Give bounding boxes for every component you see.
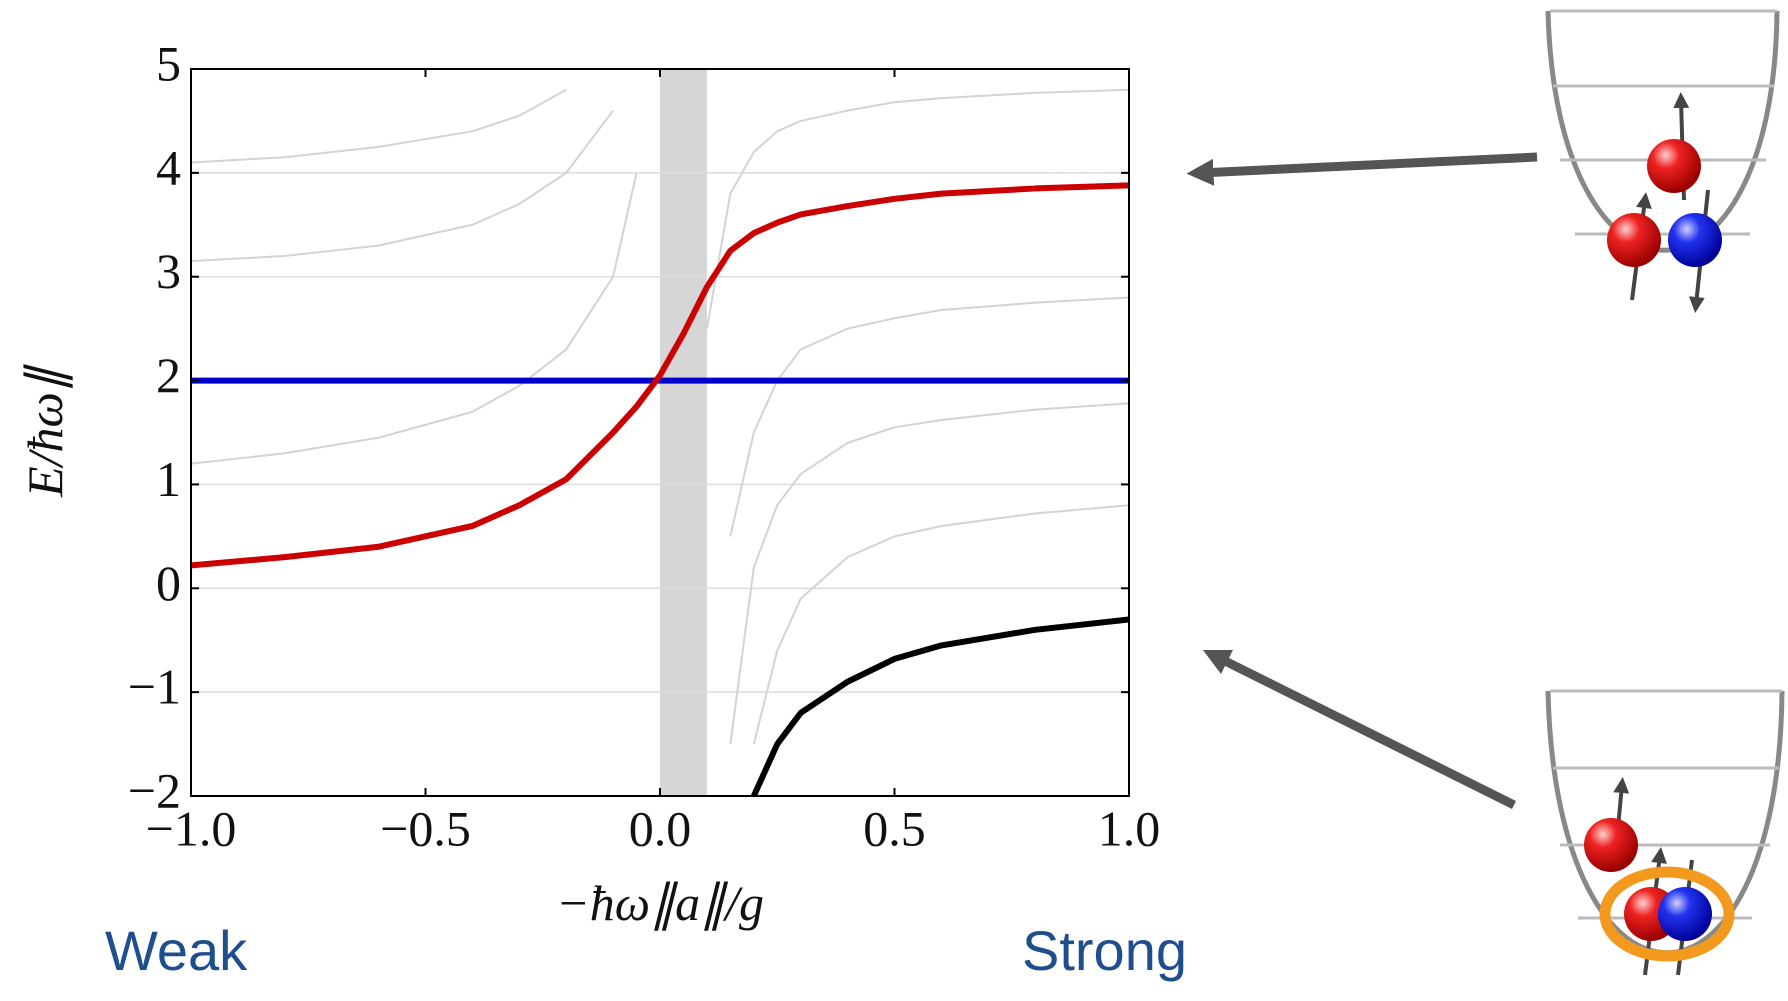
series-line <box>729 296 1129 537</box>
series-line <box>191 182 1129 569</box>
x-tick-label: 1.0 <box>1098 800 1161 856</box>
y-tick-label: 4 <box>156 139 181 195</box>
trap-diagram <box>1545 9 1780 313</box>
y-tick-label: −2 <box>128 762 181 818</box>
x-tick-label: 0.0 <box>629 800 692 856</box>
y-tick-label: 0 <box>156 555 181 611</box>
annotation: Strong <box>1022 919 1187 982</box>
series-line <box>751 616 1129 796</box>
series-line <box>705 88 1129 329</box>
series-line <box>752 504 1129 745</box>
trap-diagram <box>1545 689 1785 976</box>
shaded-region <box>660 69 707 796</box>
plot <box>191 68 1129 797</box>
x-tick-label: −0.5 <box>380 800 471 856</box>
pointer-arrow <box>1186 152 1538 186</box>
series-line <box>729 402 1129 745</box>
y-tick-label: −1 <box>128 659 181 715</box>
series-line <box>191 88 567 164</box>
y-tick-label: 5 <box>156 35 181 91</box>
series-line <box>191 109 614 263</box>
x-tick-label: 0.5 <box>863 800 926 856</box>
y-tick-label: 1 <box>156 451 181 507</box>
x-tick-label: −1.0 <box>146 800 237 856</box>
pointer-arrow <box>1202 649 1517 810</box>
y-tick-label: 3 <box>156 243 181 299</box>
series-line <box>191 172 638 465</box>
y-axis-label: E/ħω∥ <box>17 364 73 498</box>
y-tick-label: 2 <box>156 347 181 403</box>
annotation: Weak <box>105 919 248 982</box>
x-axis-label: −ħω∥a∥/g <box>556 875 764 931</box>
